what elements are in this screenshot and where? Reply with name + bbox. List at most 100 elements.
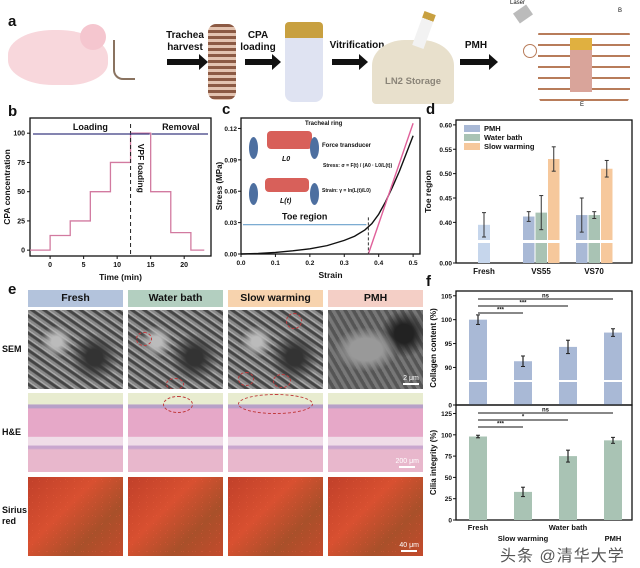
ln2-storage-label: LN2 Storage (385, 76, 441, 87)
legend-swatch (464, 143, 480, 150)
cilia-bar (514, 491, 532, 520)
tracheal-ring-bottom (265, 178, 309, 192)
panel-label-d: d (426, 101, 436, 118)
sirius-image-water-bath (128, 477, 223, 556)
chart-b-frame (29, 117, 212, 257)
y-tick-label: 0.50 (439, 171, 452, 178)
arrow-trachea-harvest (167, 54, 208, 70)
significance-label: *** (497, 422, 505, 428)
x-axis-label: Time (min) (99, 272, 142, 282)
row-label-he: H&E (2, 427, 22, 437)
significance-label: ns (542, 408, 550, 414)
significance-label: *** (497, 308, 505, 314)
sem-image-water-bath (128, 310, 223, 389)
y-tick-label: 125 (441, 411, 452, 418)
arrow-pmh (460, 54, 498, 70)
bar-pmh (576, 215, 588, 263)
step-cpa-loading: CPA loading (240, 30, 276, 53)
col-header-slow-warming: Slow warming (228, 290, 323, 307)
x-tick-label: 0 (48, 262, 52, 269)
field-label-e: E (580, 102, 585, 108)
scale-bar-he-label: 200 μm (395, 458, 420, 465)
y-tick-label: 90 (445, 365, 453, 372)
y-tick-label: 0.45 (439, 196, 452, 203)
y-tick-label: 50 (445, 475, 453, 482)
legend-label: Water bath (484, 133, 523, 142)
y-axis-label: Toe region (423, 170, 433, 213)
scale-bar-sirius-label: 40 μm (399, 542, 419, 549)
y-tick-label: 0.40 (439, 220, 452, 227)
ac-source-icon (523, 44, 537, 58)
y-tick-label: 100 (13, 131, 25, 138)
linear-fit-line (367, 123, 414, 255)
x-tick-label: Slow warming (498, 534, 549, 543)
field-label-b: B (618, 8, 623, 14)
x-tick-label: PMH (605, 534, 622, 543)
y-tick-label: 100 (441, 317, 452, 324)
col-header-pmh: PMH (328, 290, 423, 307)
sirius-image-pmh: 40 μm (328, 477, 423, 556)
bar-slow-warming (601, 168, 613, 263)
watermark: 头条 @清华大学 (500, 548, 625, 565)
trachea-lung-icon (113, 40, 135, 80)
cilia-frame (455, 404, 633, 521)
x-tick-label: 0.0 (236, 260, 245, 267)
y-tick-label: 0.06 (224, 189, 237, 196)
cilia-bar (559, 456, 577, 520)
scale-bar-he: 200 μm (395, 458, 420, 468)
y-tick-label: 0.60 (439, 122, 452, 129)
y-tick-label: 50 (17, 189, 25, 196)
tracheal-ring-top (267, 131, 312, 149)
y-tick-label: 75 (17, 160, 25, 167)
sem-image-fresh (28, 310, 123, 389)
x-tick-label: 0.2 (305, 260, 314, 267)
y-tick-label: 105 (441, 293, 452, 300)
he-image-slow-warming (228, 393, 323, 472)
force-transducer-right (310, 137, 319, 159)
he-image-pmh: 200 μm (328, 393, 423, 472)
scale-bar-sem-label: 2 μm (403, 375, 419, 382)
panel-label-c: c (222, 101, 231, 118)
panel-label-a: a (8, 13, 17, 30)
bar-slow-warming (548, 159, 560, 263)
trachea-illustration (208, 24, 236, 100)
l0-label: L0 (282, 156, 291, 163)
y-tick-label: 0 (21, 248, 25, 255)
x-tick-label: Fresh (468, 523, 489, 532)
x-axis-label: Strain (318, 270, 342, 280)
bar-fresh (478, 224, 490, 263)
ln2-dewar (372, 40, 454, 104)
he-image-water-bath (128, 393, 223, 472)
row-label-sem: SEM (2, 344, 22, 354)
x-tick-label: 0.5 (409, 260, 418, 267)
x-tick-label: VS55 (531, 267, 551, 276)
y-tick-label: 0.12 (224, 126, 237, 133)
scale-bar-sem: 2 μm (403, 375, 419, 385)
legend-label: Slow warming (484, 142, 535, 151)
chart-c-frame (240, 117, 421, 255)
legend-swatch (464, 134, 480, 141)
y-tick-label: 0 (448, 403, 452, 410)
axis-break-gap (457, 380, 631, 382)
x-tick-label: 15 (147, 262, 155, 269)
collagen-bar (514, 361, 532, 405)
y-axis-label: Stress (MPa) (215, 161, 224, 210)
cilia-bar (604, 440, 622, 520)
panel-label-e: e (8, 281, 17, 298)
x-tick-label: Water bath (549, 523, 588, 532)
step-pmh: PMH (464, 40, 488, 51)
y-tick-label: 0.00 (224, 252, 237, 259)
y-tick-label: 25 (17, 218, 25, 225)
bar-water-bath (588, 215, 600, 263)
loading-label: Loading (73, 122, 108, 132)
bar-water-bath (535, 212, 547, 263)
cilia-bar (469, 436, 487, 520)
legend-label: PMH (484, 124, 501, 133)
cpa-step-line (30, 132, 205, 251)
y-axis-label: Cilia integrity (%) (429, 429, 438, 495)
sem-image-pmh: 2 μm (328, 310, 423, 389)
arrow-cpa-loading (245, 54, 281, 70)
pig-head (80, 24, 106, 50)
panel-label-b: b (8, 103, 18, 120)
y-tick-label: 0 (448, 518, 452, 525)
